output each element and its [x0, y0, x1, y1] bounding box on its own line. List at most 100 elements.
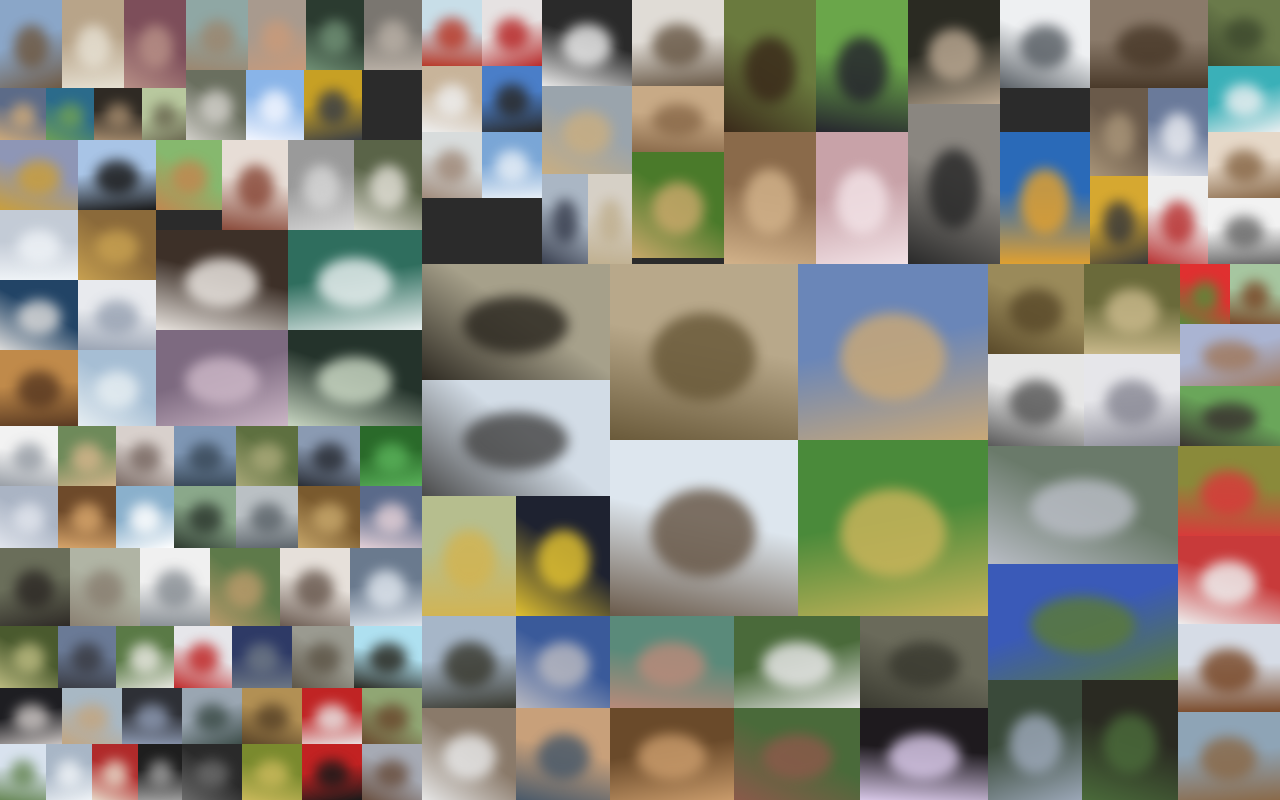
photo-tile-automobile	[422, 66, 482, 132]
photo-subject-cat	[1103, 714, 1157, 774]
photo-tile-automobile	[0, 426, 58, 486]
photo-subject-dog	[652, 24, 704, 67]
photo-subject-dog	[637, 734, 706, 780]
photo-subject-truck	[317, 90, 349, 125]
photo-subject-cat	[185, 357, 259, 405]
photo-tile-truck	[174, 626, 232, 688]
photo-tile-horse	[724, 0, 816, 132]
photo-tile-automobile	[542, 174, 588, 264]
photo-subject-frog	[1105, 289, 1159, 334]
photo-tile-deer	[734, 708, 860, 800]
photo-tile-deer	[1178, 712, 1280, 800]
photo-subject-truck	[537, 734, 590, 780]
photo-subject-frog	[319, 20, 351, 55]
photo-tile-ship	[542, 86, 632, 174]
photo-subject-ship	[195, 704, 229, 732]
photo-subject-cat	[195, 760, 229, 788]
photo-subject-automobile	[315, 760, 349, 788]
photo-subject-horse	[744, 37, 796, 103]
photo-subject-truck	[1161, 201, 1195, 245]
photo-subject-horse	[259, 90, 291, 125]
photo-subject-cat	[129, 443, 161, 473]
photo-tile-deer	[364, 0, 422, 70]
photo-subject-deer	[435, 150, 469, 183]
photo-tile-dog	[632, 0, 724, 86]
photo-tile-frog	[632, 152, 724, 258]
photo-tile-dog	[816, 132, 908, 264]
photo-subject-airplane	[1020, 169, 1070, 235]
photo-tile-automobile	[516, 496, 610, 616]
photo-tile-ship	[116, 486, 174, 548]
photo-tile-airplane	[1084, 354, 1180, 446]
photo-tile-bird	[908, 104, 1000, 264]
photo-tile-automobile	[58, 626, 116, 688]
photo-tile-automobile	[302, 688, 362, 744]
photo-subject-truck	[76, 25, 111, 69]
photo-subject-automobile	[537, 642, 590, 688]
photo-subject-frog	[85, 570, 124, 609]
photo-tile-automobile	[988, 446, 1178, 564]
photo-tile-frog	[124, 0, 186, 88]
photo-tile-cat	[288, 140, 354, 230]
photo-subject-airplane	[495, 84, 529, 117]
photo-tile-deer	[186, 0, 248, 70]
photo-subject-airplane	[17, 230, 61, 265]
photo-subject-automobile	[435, 84, 469, 117]
photo-subject-horse	[375, 704, 409, 732]
photo-subject-automobile	[537, 530, 590, 590]
photo-subject-cat	[71, 503, 103, 534]
photo-tile-dog	[422, 708, 516, 800]
photo-tile-frog	[610, 264, 798, 440]
photo-tile-ship	[422, 0, 482, 66]
photo-tile-automobile	[516, 616, 610, 708]
photo-subject-frog	[1009, 289, 1063, 334]
photo-subject-frog	[250, 443, 285, 473]
photo-subject-truck	[148, 760, 173, 788]
photo-subject-bird	[840, 313, 946, 401]
photo-tile-airplane	[988, 680, 1082, 800]
photo-subject-ship	[366, 570, 406, 609]
photo-tile-cat	[724, 132, 816, 264]
photo-tile-cat	[0, 688, 62, 744]
photo-tile-truck	[92, 744, 138, 800]
photo-subject-bird	[369, 643, 407, 674]
photo-tile-bird	[142, 88, 186, 140]
photo-tile-cat	[1208, 198, 1280, 264]
photo-tile-horse	[1178, 624, 1280, 712]
photo-tile-ship	[0, 0, 62, 88]
photo-subject-deer	[377, 20, 409, 55]
photo-subject-frog	[312, 503, 347, 534]
photo-tile-frog	[242, 744, 302, 800]
photo-tile-horse	[1230, 264, 1280, 324]
photo-subject-automobile	[1030, 479, 1136, 538]
photo-subject-deer	[652, 104, 704, 137]
photo-subject-frog	[75, 704, 109, 732]
photo-tile-ship	[182, 688, 242, 744]
photo-subject-ship	[14, 25, 49, 69]
photo-tile-truck	[1090, 176, 1148, 264]
photo-subject-bird	[1202, 341, 1258, 372]
photo-subject-cat	[888, 734, 960, 780]
photo-tile-automobile	[232, 626, 292, 688]
photo-tile-frog	[1090, 88, 1148, 176]
photo-tile-automobile	[174, 486, 236, 548]
photo-tile-bird	[816, 0, 908, 132]
photo-subject-dog	[255, 704, 289, 732]
photo-tile-truck	[1178, 536, 1280, 624]
photo-subject-airplane	[1105, 380, 1159, 426]
photo-subject-horse	[237, 165, 274, 210]
photo-subject-frog	[225, 570, 264, 609]
photo-subject-automobile	[250, 503, 285, 534]
photo-tile-dog	[242, 688, 302, 744]
photo-tile-frog	[236, 426, 298, 486]
photo-subject-deer	[463, 296, 568, 354]
photo-subject-truck	[1103, 201, 1135, 245]
photo-tile-dog	[610, 708, 734, 800]
photo-subject-airplane	[13, 503, 45, 534]
photo-tile-frog	[988, 264, 1084, 354]
photo-tile-truck	[516, 708, 610, 800]
photo-tile-ship	[422, 380, 610, 496]
photo-subject-bird	[1224, 18, 1264, 51]
photo-tile-bird	[1180, 324, 1280, 386]
photo-subject-dog	[1202, 403, 1258, 433]
